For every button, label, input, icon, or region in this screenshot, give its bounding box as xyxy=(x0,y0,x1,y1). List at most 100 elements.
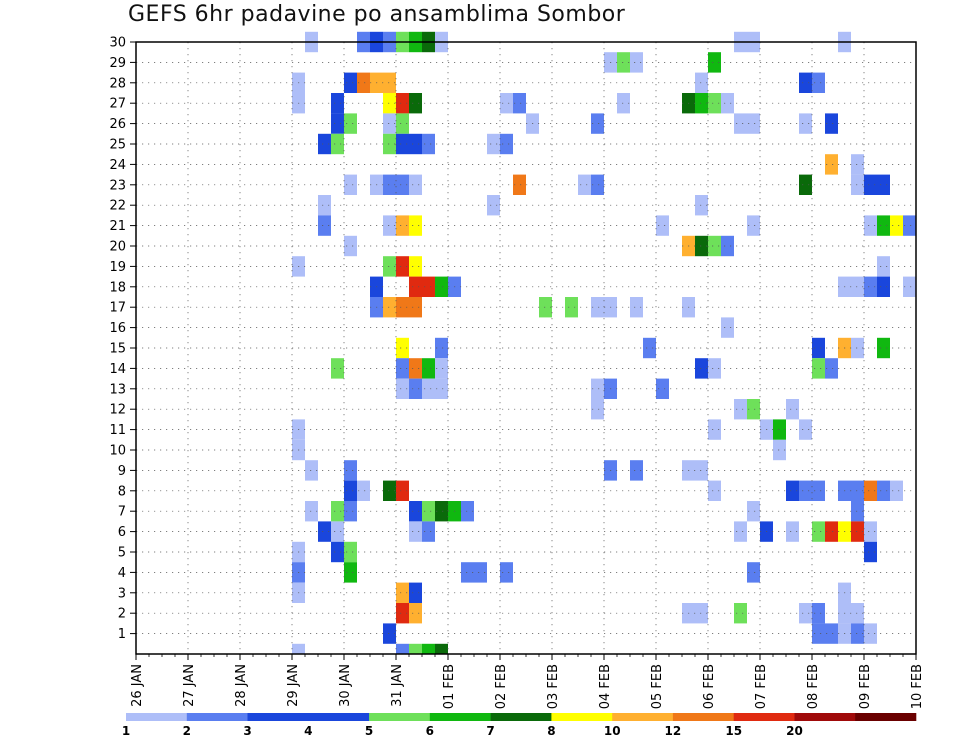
colorbar-label: 4 xyxy=(304,724,312,738)
heatmap-cell xyxy=(617,52,630,73)
heatmap-cell xyxy=(422,358,435,379)
heatmap-cell xyxy=(903,276,916,297)
heatmap-cell xyxy=(409,378,422,399)
heatmap-cell xyxy=(630,52,643,73)
y-tick-label: 6 xyxy=(118,525,126,540)
heatmap-cell xyxy=(630,460,643,481)
heatmap-cell xyxy=(422,521,435,542)
heatmap-cell xyxy=(344,113,357,134)
heatmap-cell xyxy=(331,113,344,134)
heatmap-cell xyxy=(812,358,825,379)
heatmap-cell xyxy=(344,480,357,501)
heatmap-cell xyxy=(500,93,513,114)
heatmap-cell xyxy=(747,562,760,583)
colorbar-label: 3 xyxy=(243,724,251,738)
y-tick-label: 14 xyxy=(109,362,126,377)
heatmap-cell xyxy=(396,358,409,379)
heatmap-cell xyxy=(812,337,825,359)
heatmap-cell xyxy=(890,480,903,501)
heatmap-cell xyxy=(461,501,474,522)
heatmap-cell xyxy=(344,460,357,481)
heatmap-cell xyxy=(409,521,422,542)
heatmap-cell xyxy=(435,337,448,359)
heatmap-cell xyxy=(825,113,838,134)
heatmap-cell xyxy=(591,378,604,399)
heatmap-cell xyxy=(903,215,916,236)
heatmap-cell xyxy=(734,603,747,624)
heatmap-cell xyxy=(708,52,721,73)
heatmap-cell xyxy=(409,215,422,236)
heatmap-cell xyxy=(786,521,799,542)
y-tick-label: 27 xyxy=(109,97,126,112)
y-tick-label: 10 xyxy=(109,444,126,459)
heatmap-cell xyxy=(305,460,318,481)
colorbar-segment xyxy=(126,713,188,721)
heatmap-cell xyxy=(812,480,825,501)
x-tick-label: 05 FEB xyxy=(650,664,665,709)
heatmap-cell xyxy=(864,521,877,542)
heatmap-cell xyxy=(721,93,734,114)
heatmap-cell xyxy=(344,235,357,257)
heatmap-cell xyxy=(721,235,734,257)
heatmap-cell xyxy=(864,215,877,236)
heatmap-cell xyxy=(435,501,448,522)
heatmap-cell xyxy=(708,480,721,501)
x-tick-label: 08 FEB xyxy=(806,664,821,709)
heatmap-cells xyxy=(292,31,916,654)
heatmap-cell xyxy=(656,378,669,399)
heatmap-cell xyxy=(344,501,357,522)
heatmap-cell xyxy=(396,256,409,277)
heatmap-cell xyxy=(812,623,825,644)
heatmap-cell xyxy=(747,215,760,236)
heatmap-cell xyxy=(396,480,409,501)
heatmap-cell xyxy=(851,480,864,501)
heatmap-cell xyxy=(383,480,396,501)
colorbar-label: 2 xyxy=(183,724,191,738)
x-tick-label: 09 FEB xyxy=(858,664,873,709)
heatmap-cell xyxy=(396,215,409,236)
y-tick-label: 22 xyxy=(109,199,126,214)
heatmap-cell xyxy=(409,643,422,654)
x-tick-label: 27 JAN xyxy=(182,664,197,707)
colorbar-label: 15 xyxy=(725,724,742,738)
colorbar-segment xyxy=(429,713,491,721)
heatmap-cell xyxy=(617,93,630,114)
heatmap-cell xyxy=(890,215,903,236)
y-tick-label: 16 xyxy=(109,321,126,336)
heatmap-cell xyxy=(422,643,435,654)
heatmap-cell xyxy=(851,603,864,624)
heatmap-cell xyxy=(799,113,812,134)
x-tick-label: 02 FEB xyxy=(494,664,509,709)
y-tick-label: 19 xyxy=(109,260,126,275)
heatmap-cell xyxy=(773,419,786,440)
heatmap-cell xyxy=(396,603,409,624)
heatmap-cell xyxy=(409,133,422,155)
colorbar-segment xyxy=(551,713,613,721)
heatmap-cell xyxy=(487,133,500,155)
colorbar-segment xyxy=(247,713,309,721)
colorbar-label: 7 xyxy=(486,724,494,738)
heatmap-cell xyxy=(435,378,448,399)
heatmap-cell xyxy=(318,133,331,155)
chart-title: GEFS 6hr padavine po ansamblima Sombor xyxy=(128,2,626,27)
heatmap-cell xyxy=(630,297,643,318)
heatmap-cell xyxy=(513,93,526,114)
x-tick-label: 01 FEB xyxy=(442,664,457,709)
heatmap-cell xyxy=(500,133,513,155)
heatmap-cell xyxy=(396,582,409,603)
heatmap-cell xyxy=(383,72,396,93)
heatmap-cell xyxy=(383,623,396,644)
heatmap-cell xyxy=(864,623,877,644)
y-tick-label: 15 xyxy=(109,342,126,357)
x-tick-label: 03 FEB xyxy=(546,664,561,709)
heatmap-cell xyxy=(851,501,864,522)
x-tick-label: 29 JAN xyxy=(286,664,301,707)
y-axis: 1234567891011121314151617181920212223242… xyxy=(109,36,136,642)
heatmap-cell xyxy=(357,72,370,93)
colorbar-segment xyxy=(186,713,248,721)
heatmap-cell xyxy=(344,72,357,93)
colorbar-label: 12 xyxy=(665,724,682,738)
x-tick-label: 26 JAN xyxy=(130,664,145,707)
heatmap-cell xyxy=(435,643,448,654)
